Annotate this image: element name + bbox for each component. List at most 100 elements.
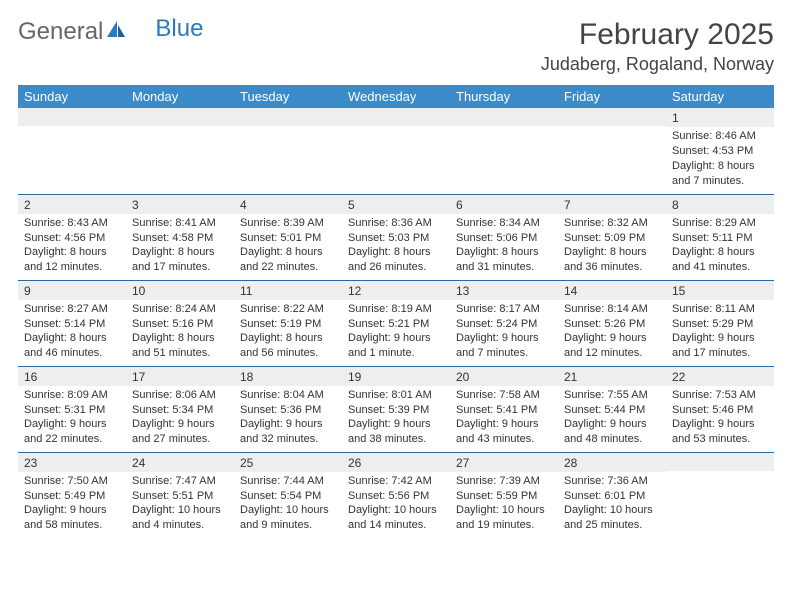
day-info-line: and 58 minutes. xyxy=(24,518,120,533)
day-info-line: and 9 minutes. xyxy=(240,518,336,533)
day-header: Wednesday xyxy=(342,85,450,108)
empty-day-band xyxy=(342,108,450,126)
day-info-line: and 38 minutes. xyxy=(348,432,444,447)
day-cell: 8Sunrise: 8:29 AMSunset: 5:11 PMDaylight… xyxy=(666,194,774,280)
day-number: 5 xyxy=(342,195,450,214)
day-info-line: Sunrise: 7:53 AM xyxy=(672,388,768,403)
day-number: 28 xyxy=(558,453,666,472)
day-info: Sunrise: 8:09 AMSunset: 5:31 PMDaylight:… xyxy=(18,386,126,451)
day-info-line: Sunrise: 8:39 AM xyxy=(240,216,336,231)
day-info-line: Sunrise: 8:27 AM xyxy=(24,302,120,317)
day-info-line: Daylight: 8 hours xyxy=(456,245,552,260)
day-info-line: Sunset: 5:46 PM xyxy=(672,403,768,418)
day-info: Sunrise: 8:39 AMSunset: 5:01 PMDaylight:… xyxy=(234,214,342,279)
day-info-line: and 7 minutes. xyxy=(456,346,552,361)
day-info-line: Sunset: 5:34 PM xyxy=(132,403,228,418)
day-cell: 14Sunrise: 8:14 AMSunset: 5:26 PMDayligh… xyxy=(558,280,666,366)
day-info-line: and 25 minutes. xyxy=(564,518,660,533)
day-cell xyxy=(126,108,234,194)
week-row: 2Sunrise: 8:43 AMSunset: 4:56 PMDaylight… xyxy=(18,194,774,280)
week-row: 1Sunrise: 8:46 AMSunset: 4:53 PMDaylight… xyxy=(18,108,774,194)
day-info-line: Daylight: 10 hours xyxy=(456,503,552,518)
day-cell: 3Sunrise: 8:41 AMSunset: 4:58 PMDaylight… xyxy=(126,194,234,280)
day-number: 2 xyxy=(18,195,126,214)
day-cell: 6Sunrise: 8:34 AMSunset: 5:06 PMDaylight… xyxy=(450,194,558,280)
day-cell: 20Sunrise: 7:58 AMSunset: 5:41 PMDayligh… xyxy=(450,366,558,452)
day-info-line: Sunrise: 7:42 AM xyxy=(348,474,444,489)
day-info-line: Sunrise: 8:24 AM xyxy=(132,302,228,317)
day-info-line: Sunset: 5:16 PM xyxy=(132,317,228,332)
day-info-line: and 17 minutes. xyxy=(672,346,768,361)
day-info-line: and 26 minutes. xyxy=(348,260,444,275)
day-info: Sunrise: 8:46 AMSunset: 4:53 PMDaylight:… xyxy=(666,127,774,192)
page-title: February 2025 xyxy=(541,18,774,52)
day-info: Sunrise: 8:43 AMSunset: 4:56 PMDaylight:… xyxy=(18,214,126,279)
day-info-line: Sunset: 5:21 PM xyxy=(348,317,444,332)
day-info-line: and 41 minutes. xyxy=(672,260,768,275)
logo-text-general: General xyxy=(18,18,103,46)
day-info-line: Daylight: 9 hours xyxy=(672,331,768,346)
day-info-line: Sunrise: 7:36 AM xyxy=(564,474,660,489)
day-info-line: Daylight: 9 hours xyxy=(456,331,552,346)
day-info-line: and 53 minutes. xyxy=(672,432,768,447)
day-info-line: Sunrise: 8:09 AM xyxy=(24,388,120,403)
day-cell: 27Sunrise: 7:39 AMSunset: 5:59 PMDayligh… xyxy=(450,452,558,538)
day-number: 25 xyxy=(234,453,342,472)
header: General Blue February 2025 Judaberg, Rog… xyxy=(18,18,774,75)
day-cell: 25Sunrise: 7:44 AMSunset: 5:54 PMDayligh… xyxy=(234,452,342,538)
day-cell: 16Sunrise: 8:09 AMSunset: 5:31 PMDayligh… xyxy=(18,366,126,452)
day-info-line: Sunrise: 7:58 AM xyxy=(456,388,552,403)
day-info-line: Sunset: 5:49 PM xyxy=(24,489,120,504)
day-number: 27 xyxy=(450,453,558,472)
day-cell: 19Sunrise: 8:01 AMSunset: 5:39 PMDayligh… xyxy=(342,366,450,452)
day-cell: 24Sunrise: 7:47 AMSunset: 5:51 PMDayligh… xyxy=(126,452,234,538)
day-info: Sunrise: 7:50 AMSunset: 5:49 PMDaylight:… xyxy=(18,472,126,537)
day-info: Sunrise: 7:53 AMSunset: 5:46 PMDaylight:… xyxy=(666,386,774,451)
day-number: 17 xyxy=(126,367,234,386)
calendar-table: Sunday Monday Tuesday Wednesday Thursday… xyxy=(18,85,774,538)
week-row: 16Sunrise: 8:09 AMSunset: 5:31 PMDayligh… xyxy=(18,366,774,452)
day-cell: 9Sunrise: 8:27 AMSunset: 5:14 PMDaylight… xyxy=(18,280,126,366)
day-info-line: Daylight: 8 hours xyxy=(132,245,228,260)
logo-sail-icon xyxy=(105,18,127,46)
empty-day-band xyxy=(450,108,558,126)
day-number: 3 xyxy=(126,195,234,214)
day-info-line: and 12 minutes. xyxy=(564,346,660,361)
day-number: 6 xyxy=(450,195,558,214)
day-info-line: Sunrise: 8:32 AM xyxy=(564,216,660,231)
day-info-line: Daylight: 8 hours xyxy=(132,331,228,346)
day-cell: 7Sunrise: 8:32 AMSunset: 5:09 PMDaylight… xyxy=(558,194,666,280)
empty-day-band xyxy=(18,108,126,126)
day-info-line: Sunset: 4:58 PM xyxy=(132,231,228,246)
day-info-line: Sunrise: 8:22 AM xyxy=(240,302,336,317)
day-cell: 28Sunrise: 7:36 AMSunset: 6:01 PMDayligh… xyxy=(558,452,666,538)
day-info-line: Sunset: 5:39 PM xyxy=(348,403,444,418)
day-info-line: and 27 minutes. xyxy=(132,432,228,447)
day-header: Sunday xyxy=(18,85,126,108)
day-info-line: Daylight: 10 hours xyxy=(132,503,228,518)
day-header: Friday xyxy=(558,85,666,108)
day-info-line: Daylight: 9 hours xyxy=(24,417,120,432)
day-info: Sunrise: 8:17 AMSunset: 5:24 PMDaylight:… xyxy=(450,300,558,365)
day-info-line: and 1 minute. xyxy=(348,346,444,361)
day-cell: 17Sunrise: 8:06 AMSunset: 5:34 PMDayligh… xyxy=(126,366,234,452)
day-number: 11 xyxy=(234,281,342,300)
day-info-line: Sunset: 6:01 PM xyxy=(564,489,660,504)
day-number: 7 xyxy=(558,195,666,214)
day-info: Sunrise: 8:27 AMSunset: 5:14 PMDaylight:… xyxy=(18,300,126,365)
day-number: 20 xyxy=(450,367,558,386)
day-info-line: Daylight: 9 hours xyxy=(564,417,660,432)
day-info: Sunrise: 7:39 AMSunset: 5:59 PMDaylight:… xyxy=(450,472,558,537)
day-cell: 12Sunrise: 8:19 AMSunset: 5:21 PMDayligh… xyxy=(342,280,450,366)
day-info-line: Daylight: 10 hours xyxy=(240,503,336,518)
day-info-line: Daylight: 9 hours xyxy=(24,503,120,518)
day-info-line: Sunrise: 8:43 AM xyxy=(24,216,120,231)
day-number: 10 xyxy=(126,281,234,300)
day-info: Sunrise: 7:44 AMSunset: 5:54 PMDaylight:… xyxy=(234,472,342,537)
day-info: Sunrise: 7:58 AMSunset: 5:41 PMDaylight:… xyxy=(450,386,558,451)
day-header-row: Sunday Monday Tuesday Wednesday Thursday… xyxy=(18,85,774,108)
day-cell: 18Sunrise: 8:04 AMSunset: 5:36 PMDayligh… xyxy=(234,366,342,452)
location-text: Judaberg, Rogaland, Norway xyxy=(541,54,774,75)
day-cell: 15Sunrise: 8:11 AMSunset: 5:29 PMDayligh… xyxy=(666,280,774,366)
day-info-line: Sunrise: 8:04 AM xyxy=(240,388,336,403)
